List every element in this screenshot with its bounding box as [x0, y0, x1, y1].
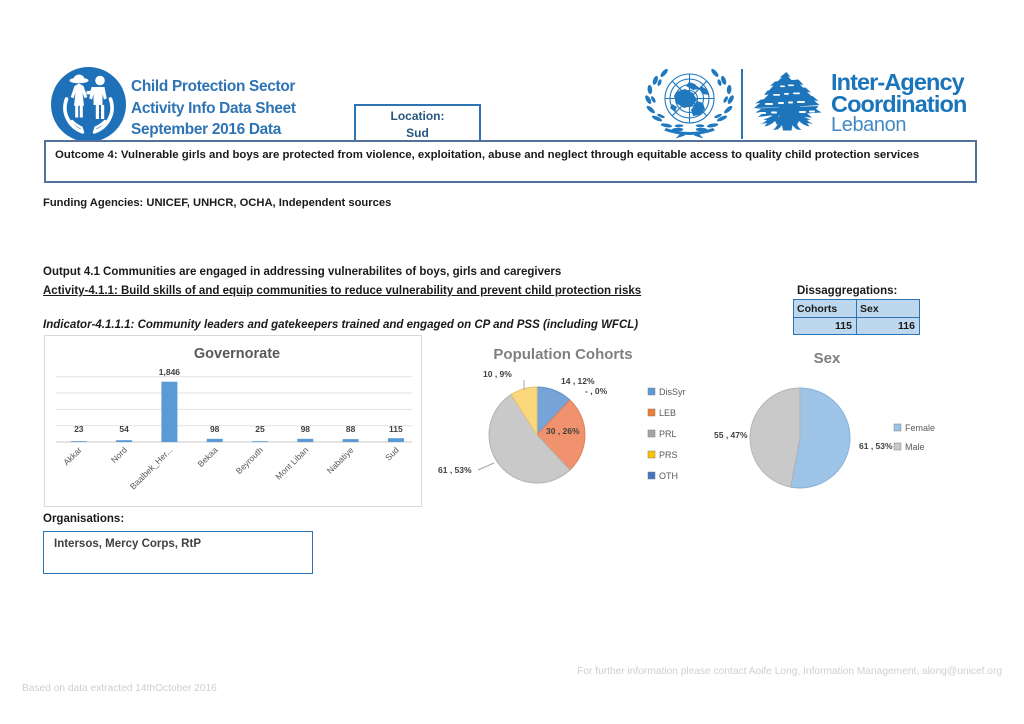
- svg-text:- , 0%: - , 0%: [585, 386, 608, 396]
- svg-text:LEB: LEB: [659, 408, 676, 418]
- svg-text:55 , 47%: 55 , 47%: [714, 430, 748, 440]
- svg-text:25: 25: [255, 424, 265, 434]
- svg-text:OTH: OTH: [659, 471, 678, 481]
- svg-text:DisSyr: DisSyr: [659, 387, 686, 397]
- svg-text:61 , 53%: 61 , 53%: [859, 441, 893, 451]
- svg-text:14 , 12%: 14 , 12%: [561, 376, 595, 386]
- svg-text:Female: Female: [905, 423, 935, 433]
- svg-text:1,846: 1,846: [159, 367, 181, 377]
- svg-text:Population Cohorts: Population Cohorts: [493, 346, 632, 363]
- svg-text:98: 98: [301, 424, 311, 434]
- svg-text:54: 54: [119, 424, 129, 434]
- svg-text:Governorate: Governorate: [194, 346, 280, 362]
- svg-text:10 , 9%: 10 , 9%: [483, 369, 512, 379]
- svg-text:115: 115: [389, 424, 403, 434]
- svg-text:PRS: PRS: [659, 450, 678, 460]
- svg-text:61 , 53%: 61 , 53%: [438, 465, 472, 475]
- svg-text:98: 98: [210, 424, 220, 434]
- svg-text:Sex: Sex: [814, 350, 841, 367]
- svg-text:Male: Male: [905, 442, 925, 452]
- svg-text:PRL: PRL: [659, 429, 677, 439]
- svg-text:30 , 26%: 30 , 26%: [546, 426, 580, 436]
- svg-text:23: 23: [74, 424, 84, 434]
- svg-text:88: 88: [346, 424, 356, 434]
